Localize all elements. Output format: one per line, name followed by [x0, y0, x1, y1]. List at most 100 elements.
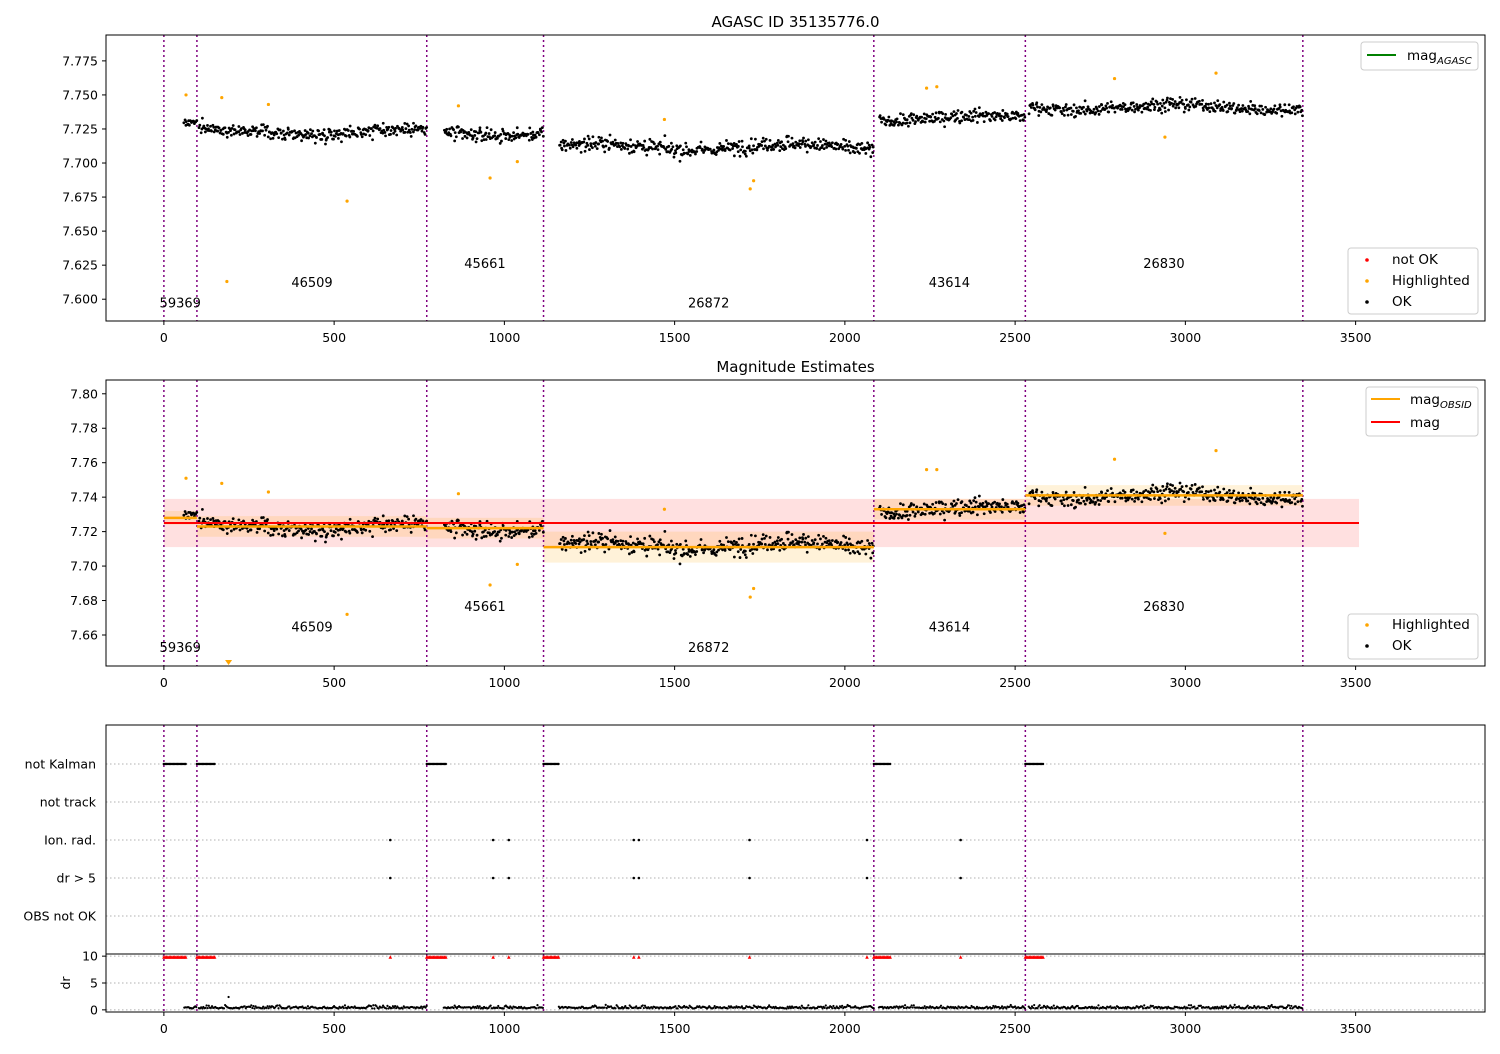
- p1-ok-point: [404, 127, 408, 131]
- p2-ok-point: [255, 530, 259, 534]
- p1-ok-point: [1105, 106, 1109, 110]
- dr-point: [1267, 1004, 1270, 1008]
- p1-ok-point: [682, 151, 686, 155]
- dr-point: [902, 1006, 906, 1010]
- p1-ok-point: [670, 141, 673, 145]
- p2-ok-point: [559, 538, 563, 541]
- p1-ok-point: [667, 144, 671, 148]
- dr5-point: [389, 876, 392, 880]
- p4-xtick-label: 3500: [1340, 1021, 1372, 1036]
- p1-ok-point: [504, 137, 508, 140]
- p2-ok-point: [842, 534, 845, 538]
- flag-row-label: dr > 5: [57, 871, 96, 886]
- p1-ok-point: [949, 116, 953, 120]
- p1-ok-point: [1120, 107, 1124, 111]
- dr-point: [945, 1007, 948, 1010]
- p2-ok-point: [1135, 490, 1139, 494]
- p2-ok-point: [1219, 498, 1222, 502]
- p2-ok-point: [281, 534, 284, 538]
- p1-ok-point: [1153, 105, 1157, 109]
- p2-ok-point: [1121, 489, 1125, 493]
- p2-ok-point: [1155, 487, 1159, 491]
- dr-point: [1038, 1004, 1041, 1007]
- p1-ok-point: [658, 140, 662, 144]
- p2-ok-point: [1053, 497, 1057, 501]
- p2-ok-point: [1226, 499, 1230, 503]
- dr-point: [1229, 1004, 1232, 1007]
- p1-ok-point: [199, 131, 203, 135]
- dr-point: [1270, 1003, 1273, 1007]
- p1-ok-point: [381, 121, 385, 125]
- p1-ok-point: [493, 134, 497, 138]
- dr-point: [642, 1006, 645, 1010]
- dr-clipped-marker: [637, 955, 641, 959]
- p2-ok-point: [1069, 503, 1073, 507]
- p2-ok-point: [577, 542, 581, 546]
- p2-ok-point: [995, 501, 999, 505]
- p2-ok-point: [747, 543, 751, 546]
- p1-ok-point: [750, 148, 754, 152]
- p2-ok-point: [613, 535, 617, 539]
- p1-ok-point: [202, 124, 206, 128]
- p1-ok-point: [772, 148, 776, 151]
- dr-point: [1215, 1007, 1218, 1010]
- p1-ok-point: [1247, 107, 1251, 110]
- dr-point: [206, 1006, 209, 1010]
- p1-ok-point: [1241, 104, 1245, 107]
- dr-point: [1196, 1006, 1199, 1010]
- dr-point: [1301, 1007, 1304, 1010]
- dr-clipped-marker: [388, 955, 393, 959]
- p2-ok-point: [739, 548, 743, 551]
- p1-ok-point: [315, 136, 318, 139]
- p1-ok-point: [726, 142, 730, 146]
- p1-ok-point: [1097, 112, 1101, 116]
- p1-ok-point: [1200, 102, 1204, 106]
- p1-ok-point: [405, 122, 409, 126]
- p2-ok-point: [658, 538, 662, 542]
- p2-xtick-label: 3000: [1169, 675, 1201, 690]
- p1-ok-point: [747, 144, 751, 148]
- p2-ok-point: [497, 530, 501, 534]
- p1-ok-point: [515, 126, 519, 130]
- p2-ok-point: [1152, 490, 1156, 494]
- p2-ok-point: [283, 534, 287, 538]
- p1-ok-point: [371, 129, 375, 133]
- p1-ok-point: [1263, 113, 1267, 116]
- p1-ok-point: [255, 134, 259, 138]
- p1-ok-point: [618, 145, 622, 149]
- p2-ok-point: [652, 540, 656, 544]
- dr-point: [635, 1005, 638, 1008]
- dr-point: [594, 1005, 598, 1008]
- p1-ok-point: [579, 150, 583, 154]
- dr-point: [740, 1005, 744, 1008]
- p1-ok-point: [1170, 101, 1173, 105]
- p2-ok-point: [1162, 489, 1166, 492]
- dr-point: [475, 1006, 478, 1010]
- p1-ok-point: [1046, 105, 1049, 109]
- p1-ok-point: [281, 129, 285, 133]
- p1-ok-point: [956, 109, 960, 112]
- dr-point: [713, 1005, 716, 1008]
- p2-ok-point: [1099, 499, 1102, 503]
- p1-ok-point: [341, 132, 345, 135]
- p1-ok-point: [608, 133, 612, 137]
- p1-xtick-label: 3000: [1169, 330, 1201, 345]
- p1-ok-point: [870, 143, 874, 147]
- p2-ok-point: [237, 518, 241, 522]
- p1-ok-point: [381, 131, 385, 135]
- p2-ok-point: [831, 539, 834, 542]
- p1-ok-point: [352, 130, 356, 133]
- p1-ok-point: [582, 140, 586, 144]
- p1-ok-point: [766, 148, 769, 152]
- p1-ok-point: [732, 154, 736, 158]
- p2-ok-point: [1301, 504, 1304, 508]
- p2-ok-point: [686, 553, 690, 556]
- p2-ok-point: [722, 543, 726, 547]
- p1-ok-point: [981, 111, 985, 115]
- dr5-point: [632, 876, 636, 880]
- p2-ok-point: [1218, 490, 1222, 494]
- p1-ok-point: [286, 127, 290, 131]
- p1-ok-point: [1027, 112, 1031, 116]
- p1-ok-point: [313, 141, 317, 145]
- p2-ok-point: [678, 562, 682, 566]
